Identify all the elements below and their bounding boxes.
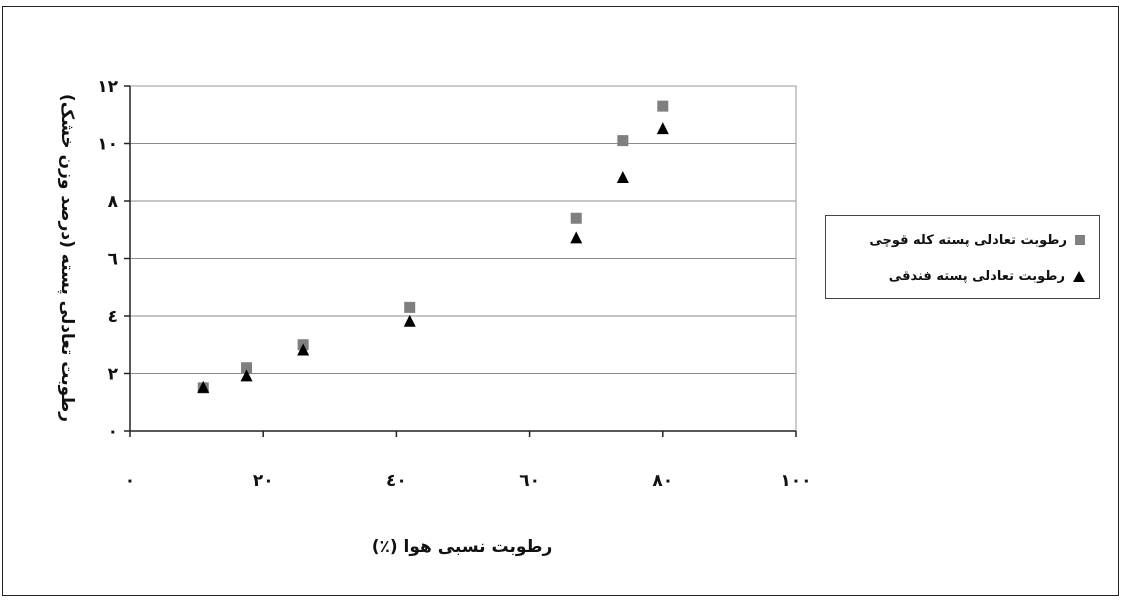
y-tick-label: ٦ xyxy=(108,250,118,270)
x-tick-label: ۲۰ xyxy=(253,471,274,491)
legend-item-fandoghi: رطوبت تعادلی پسته فندقی xyxy=(889,266,1085,286)
y-tick-label: ۸ xyxy=(108,192,119,212)
data-point-triangle xyxy=(570,231,583,244)
data-point-square xyxy=(617,135,629,147)
chart-frame xyxy=(2,6,1119,596)
y-axis-ticks: ۰ ۲ ٤ ٦ ۸ ۱۰ ۱۲ xyxy=(97,77,130,442)
data-point-triangle xyxy=(197,380,210,393)
legend-label: رطوبت تعادلی پسته کله قوچی xyxy=(869,232,1067,248)
legend-square-marker xyxy=(1075,235,1085,245)
x-axis-title: رطوبت نسبی هوا (٪) xyxy=(372,537,553,557)
data-point-square xyxy=(404,301,416,313)
y-axis-title: رطوبت تعادلی پسته (درصد وزن خشک) xyxy=(57,94,77,422)
data-point-square xyxy=(657,100,669,112)
legend: رطوبت تعادلی پسته کله قوچی رطوبت تعادلی … xyxy=(825,215,1100,299)
y-tick-label: ٤ xyxy=(108,307,118,327)
data-point-triangle xyxy=(656,122,669,135)
data-point-square xyxy=(241,362,253,374)
x-axis-ticks: ۰ ۲۰ ٤۰ ٦۰ ۸۰ ۱۰۰ xyxy=(125,431,812,491)
x-tick-label: ٤۰ xyxy=(386,471,407,491)
legend-label: رطوبت تعادلی پسته فندقی xyxy=(888,268,1065,284)
data-point-triangle xyxy=(297,343,310,356)
x-tick-label: ۱۰۰ xyxy=(780,471,811,491)
y-tick-label: ۱۲ xyxy=(97,77,118,97)
legend-triangle-marker xyxy=(1073,270,1085,282)
y-tick-label: ۰ xyxy=(108,422,118,442)
y-tick-label: ۱۰ xyxy=(97,135,118,155)
data-point-square xyxy=(570,212,582,224)
grid-lines xyxy=(130,143,796,374)
data-point-triangle xyxy=(403,314,416,327)
x-tick-label: ٦۰ xyxy=(519,471,540,491)
data-point-triangle xyxy=(240,369,253,382)
legend-item-kalleh-ghouchi: رطوبت تعادلی پسته کله قوچی xyxy=(869,230,1085,250)
y-tick-label: ۲ xyxy=(108,365,119,385)
data-point-triangle xyxy=(616,171,629,183)
data-points xyxy=(197,100,669,394)
x-tick-label: ۸۰ xyxy=(652,471,673,491)
x-tick-label: ۰ xyxy=(125,471,135,491)
